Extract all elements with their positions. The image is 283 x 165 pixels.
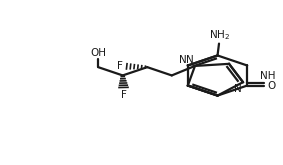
- Text: O: O: [267, 81, 275, 91]
- Text: OH: OH: [90, 48, 106, 58]
- Text: F: F: [117, 61, 123, 71]
- Text: N: N: [234, 83, 242, 94]
- Text: F: F: [121, 90, 127, 100]
- Text: N: N: [179, 55, 186, 65]
- Text: NH: NH: [260, 70, 276, 81]
- Text: NH$_2$: NH$_2$: [209, 29, 230, 42]
- Text: N: N: [186, 55, 194, 65]
